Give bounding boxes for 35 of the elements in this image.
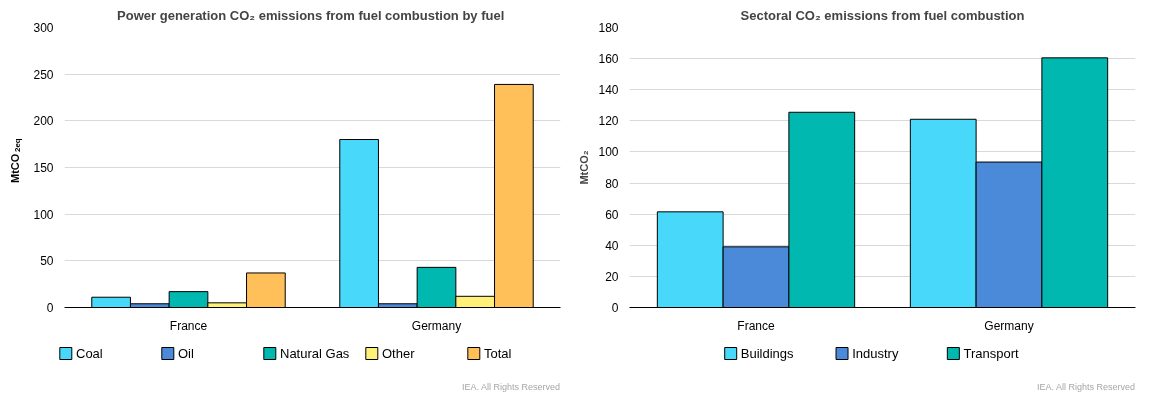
legend-label: Total [484, 346, 512, 361]
y-tick-label: 180 [598, 21, 619, 35]
legend-label: Buildings [740, 346, 795, 361]
y-tick-label: 100 [33, 207, 54, 222]
y-tick-label: 100 [598, 145, 619, 160]
chart-title: Power generation CO₂ emissions from fuel combustion by fuel [117, 7, 505, 23]
y-tick-label: 140 [598, 83, 619, 98]
legend-label: Oil [178, 346, 194, 361]
y-tick-label: 80 [605, 176, 619, 191]
chart-title: Sectoral CO₂ emissions from fuel combustion [740, 7, 1025, 23]
y-tick-label: 60 [605, 207, 619, 222]
legend-label: Industry [852, 346, 899, 361]
y-tick-label: 150 [33, 161, 54, 175]
y-tick-label: 50 [40, 254, 54, 269]
y-axis-title: MtCO₂ [578, 150, 591, 185]
y-tick-label: 0 [611, 301, 619, 315]
y-tick-label: 120 [598, 114, 619, 129]
text: IEA. All Rights Reserved [1036, 381, 1136, 392]
x-tick-label: Germany [411, 318, 462, 333]
x-tick-label: Germany [984, 318, 1034, 333]
y-axis-title: MtCO2eq [8, 138, 22, 183]
legend-label: Coal [76, 346, 103, 361]
legend-label: Natural Gas [280, 346, 350, 361]
y-tick-label: 300 [33, 21, 54, 35]
y-tick-label: 160 [598, 52, 619, 67]
text: IEA. All Rights Reserved [461, 381, 561, 392]
y-tick-label: 200 [33, 114, 54, 129]
x-tick-label: France [169, 318, 208, 333]
y-tick-label: 40 [605, 238, 619, 253]
y-tick-label: 250 [33, 67, 54, 82]
legend-label: Transport [963, 346, 1019, 361]
x-tick-label: France [737, 318, 775, 333]
y-tick-label: 20 [605, 269, 619, 284]
legend-label: Other [382, 346, 416, 361]
y-tick-label: 0 [46, 301, 54, 315]
